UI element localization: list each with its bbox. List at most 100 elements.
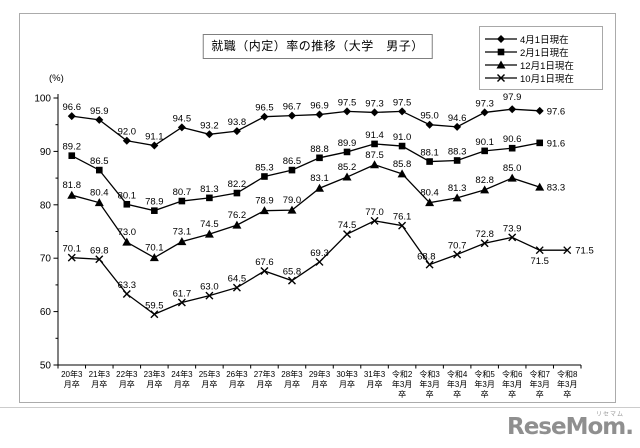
chart-frame: 就職（内定）率の推移（大学 男子） (%) 4月1日現在 2月1日現在 12月1日現… — [19, 13, 616, 403]
data-label: 64.5 — [228, 274, 247, 285]
y-tick-label: 80 — [40, 200, 52, 211]
x-tick-label: 25年3 — [199, 369, 221, 379]
data-label: 93.2 — [200, 120, 219, 131]
data-label: 88.1 — [420, 148, 439, 159]
data-label: 97.5 — [393, 97, 412, 108]
x-tick-label: 年3月 — [392, 379, 412, 389]
data-label: 97.5 — [338, 97, 357, 108]
x-tick-label: 月卒 — [367, 379, 383, 389]
x-tick-label: 22年3 — [116, 369, 138, 379]
data-label: 63.0 — [200, 282, 219, 293]
y-tick-label: 60 — [40, 307, 52, 318]
x-tick-label: 令和3 — [419, 369, 440, 379]
data-label: 80.4 — [90, 188, 109, 199]
x-axis-labels: 20年3月卒21年3月卒22年3月卒23年3月卒24年3月卒25年3月卒26年3… — [61, 369, 578, 399]
x-tick-label: 年3月 — [529, 379, 549, 389]
x-tick-label: 年3月 — [557, 379, 577, 389]
legend: 4月1日現在 2月1日現在 12月1日現在 10月1日現在 — [479, 26, 603, 90]
data-label: 95.0 — [420, 111, 439, 122]
x-tick-label: 月卒 — [256, 379, 272, 389]
series-4月1日現在: 96.6 95.9 92.0 91.1 94.5 93.2 93.8 96.5 96.7 96.9… — [63, 92, 566, 150]
data-label: 81.3 — [448, 183, 467, 194]
data-label: 88.3 — [448, 146, 467, 157]
data-label: 61.7 — [173, 289, 192, 300]
data-label: 80.4 — [420, 188, 439, 199]
x-tick-label: 年3月 — [502, 379, 522, 389]
x-tick-label: 卒 — [481, 389, 489, 399]
chart-title: 就職（内定）率の推移（大学 男子） — [202, 34, 433, 59]
data-label: 65.8 — [283, 267, 302, 278]
legend-item: 10月1日現在 — [484, 71, 596, 85]
x-tick-label: 21年3 — [89, 369, 111, 379]
data-label: 67.6 — [255, 257, 274, 268]
data-label: 96.9 — [310, 101, 329, 112]
data-label: 91.1 — [145, 132, 164, 143]
data-label: 85.2 — [338, 162, 357, 173]
data-label: 80.1 — [118, 190, 137, 201]
x-tick-label: 卒 — [536, 389, 544, 399]
data-label: 92.0 — [118, 127, 137, 138]
data-label: 82.8 — [475, 175, 494, 186]
x-tick-label: 年3月 — [419, 379, 439, 389]
data-label: 94.6 — [448, 113, 467, 124]
data-label: 91.4 — [365, 130, 384, 141]
data-label: 97.3 — [365, 98, 384, 109]
x-tick-label: 令和6 — [502, 369, 523, 379]
data-label: 73.0 — [118, 227, 137, 238]
x-tick-label: 令和7 — [529, 369, 550, 379]
data-label: 97.6 — [547, 106, 566, 117]
data-label: 85.8 — [393, 159, 412, 170]
data-label: 69.3 — [310, 248, 329, 259]
data-label: 74.5 — [200, 219, 219, 230]
data-label: 90.6 — [503, 134, 522, 145]
x-tick-label: 卒 — [453, 389, 461, 399]
data-label: 97.3 — [475, 98, 494, 109]
data-label: 81.8 — [63, 180, 82, 191]
data-label: 80.7 — [173, 187, 192, 198]
x-tick-label: 年3月 — [447, 379, 467, 389]
data-label: 91.6 — [547, 138, 566, 149]
legend-label: 10月1日現在 — [520, 73, 574, 85]
x-tick-label: 24年3 — [171, 369, 193, 379]
data-label: 83.1 — [310, 173, 329, 184]
data-label: 82.2 — [228, 179, 247, 190]
data-label: 86.5 — [90, 156, 109, 167]
series-line — [71, 108, 540, 147]
legend-item: 4月1日現在 — [484, 32, 596, 46]
data-label: 96.6 — [63, 102, 82, 113]
data-label: 85.0 — [503, 163, 522, 174]
x-tick-label: 29年3 — [309, 369, 331, 379]
x-tick-label: 月卒 — [229, 379, 245, 389]
data-label: 78.9 — [145, 197, 164, 208]
logo-text: ReseMom. — [507, 414, 634, 440]
x-tick-label: 令和4 — [447, 369, 468, 379]
legend-item: 12月1日現在 — [484, 58, 596, 72]
x-tick-label: 卒 — [398, 389, 406, 399]
data-label: 93.8 — [228, 117, 247, 128]
legend-item: 2月1日現在 — [484, 45, 596, 59]
diamond-marker-icon — [485, 34, 517, 43]
data-label: 91.0 — [393, 132, 412, 143]
x-tick-label: 月卒 — [339, 379, 355, 389]
x-tick-label: 令和8 — [557, 369, 578, 379]
x-tick-label: 31年3 — [364, 369, 386, 379]
data-label: 73.1 — [173, 227, 192, 238]
data-label: 63.3 — [118, 280, 137, 291]
data-label: 77.0 — [365, 207, 384, 218]
data-label: 86.5 — [283, 156, 302, 167]
x-tick-label: 20年3 — [61, 369, 83, 379]
data-label: 94.5 — [173, 113, 192, 124]
data-label: 76.2 — [228, 210, 247, 221]
series-line — [71, 164, 540, 259]
data-label: 70.7 — [448, 240, 467, 251]
axes: 50 60 70 80 90 100 — [34, 94, 582, 372]
x-tick-label: 30年3 — [336, 369, 358, 379]
series-12月1日現在: 81.8 80.4 73.0 70.1 73.1 74.5 76.2 78.9 79.0 83.1… — [63, 150, 566, 262]
data-label: 83.3 — [547, 183, 566, 194]
x-tick-label: 28年3 — [281, 369, 303, 379]
data-label: 73.9 — [503, 223, 522, 234]
line-chart: 506070809010020年3月卒21年3月卒22年3月卒23年3月卒24年… — [34, 92, 593, 399]
square-marker-icon — [485, 48, 517, 55]
data-label: 78.9 — [255, 196, 274, 207]
legend-label: 2月1日現在 — [520, 47, 569, 59]
